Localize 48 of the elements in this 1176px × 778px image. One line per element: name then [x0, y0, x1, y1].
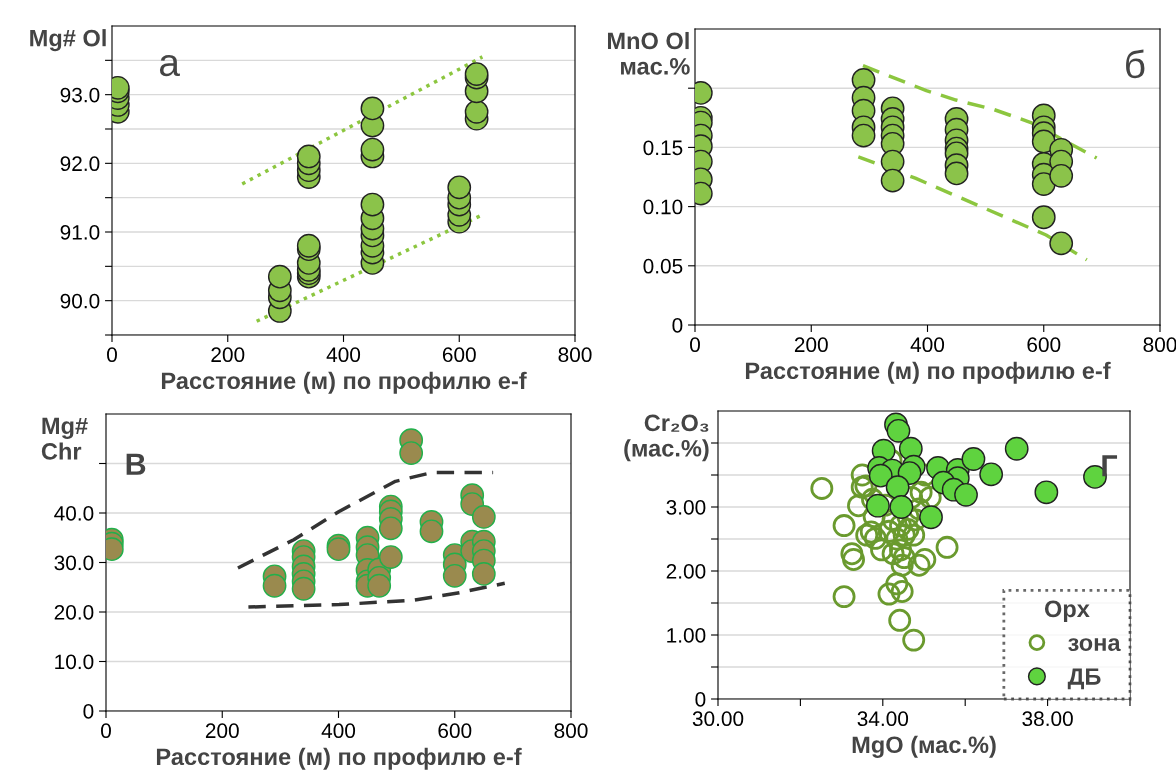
y-tick-label: 0.10 [643, 199, 683, 215]
annotation: б [1126, 49, 1145, 79]
x-tick-label: 38.00 [1022, 711, 1073, 727]
x-tick-label: 0 [101, 723, 111, 739]
x-tick-label: 30.00 [692, 711, 744, 727]
y-axis-title: Mg# Ol [30, 29, 106, 52]
y-axis-title: MnO Ol мас.% [607, 31, 690, 75]
legend-label: ДБ [1067, 668, 1101, 690]
y-tick-label: 0.15 [643, 140, 683, 156]
y-axis-title: Mg# Chr [41, 417, 88, 460]
annotation: Г [1102, 455, 1118, 477]
y-tick-label: 3.00 [666, 500, 706, 515]
y-tick-label: 20.0 [54, 605, 94, 620]
y-tick-label: 0 [695, 692, 706, 707]
y-tick-label: 0 [672, 318, 683, 333]
x-tick-label: 800 [554, 723, 588, 739]
x-tick-label: 400 [326, 347, 361, 363]
annotation: В [126, 453, 146, 475]
legend-label: зона [1068, 638, 1121, 652]
y-tick-label: 10.0 [55, 654, 94, 670]
annotation: а [159, 54, 180, 77]
y-tick-label: 2.00 [666, 564, 706, 579]
y-tick-label: 1.00 [667, 628, 706, 643]
y-tick-label: 0.05 [643, 258, 683, 274]
y-axis-title: Cr₂O₃ (мас.%) [624, 414, 709, 462]
x-axis-title: Расстояние (м) по профилю e-f [745, 361, 1111, 384]
y-tick-label: 93.0 [60, 87, 100, 103]
x-tick-label: 200 [794, 337, 828, 353]
y-tick-label: 30.0 [54, 555, 94, 571]
y-tick-label: 91.0 [60, 225, 100, 240]
x-axis-title: Расстояние (м) по профилю e-f [161, 371, 527, 394]
y-tick-label: 40.0 [54, 506, 94, 521]
x-tick-label: 800 [1143, 337, 1176, 353]
y-tick-label: 90.0 [60, 293, 100, 309]
x-tick-label: 0 [107, 347, 117, 363]
x-tick-label: 400 [910, 337, 945, 353]
legend-title: Opx [1044, 600, 1090, 622]
x-tick-label: 600 [1027, 337, 1061, 353]
x-tick-label: 200 [205, 723, 239, 739]
x-tick-label: 600 [442, 347, 476, 363]
x-tick-label: 800 [558, 347, 592, 363]
x-tick-label: 200 [211, 347, 245, 363]
x-tick-label: 600 [438, 723, 472, 739]
x-axis-title: MgO (мас.%) [852, 735, 996, 758]
x-axis-title: Расстояние (м) по профилю e-f [156, 747, 522, 770]
y-tick-label: 92.0 [60, 156, 100, 172]
x-tick-label: 400 [321, 723, 356, 739]
x-tick-label: 34.00 [857, 711, 909, 727]
